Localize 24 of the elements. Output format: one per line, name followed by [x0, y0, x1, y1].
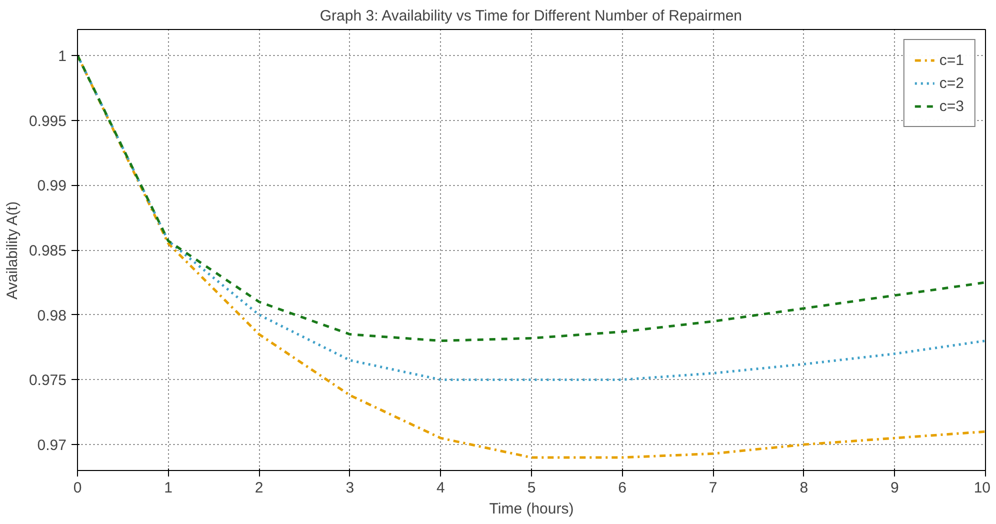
y-tick-label: 0.995: [28, 112, 67, 130]
x-tick-label: 2: [254, 480, 264, 496]
x-tick-label: 6: [618, 480, 626, 496]
y-tick-label: 0.99: [37, 178, 67, 195]
x-tick-label: 8: [800, 480, 808, 496]
y-tick-label: 1: [58, 48, 66, 65]
x-tick-label: 7: [708, 480, 718, 496]
legend-label: c=3: [939, 98, 964, 114]
y-tick-label: 0.97: [37, 437, 67, 454]
x-tick-label: 9: [890, 480, 899, 496]
y-tick-label: 0.98: [37, 307, 67, 324]
x-tick-label: 5: [527, 480, 536, 496]
y-axis-title: Availability A(t): [4, 201, 21, 300]
x-tick-label: 4: [436, 480, 445, 496]
x-tick-label: 0: [73, 480, 82, 496]
y-tick-label: 0.985: [28, 242, 67, 260]
legend-label: c=2: [939, 74, 964, 92]
x-tick-label: 1: [164, 480, 172, 496]
legend-label: c=1: [939, 52, 964, 68]
chart-title: Graph 3: Availability vs Time for Different Number of Repairmen: [320, 8, 742, 24]
x-tick-label: 3: [346, 480, 354, 496]
y-tick-label: 0.975: [28, 372, 67, 390]
x-axis-title: Time (hours): [489, 500, 574, 518]
x-tick-label: 10: [974, 480, 991, 496]
